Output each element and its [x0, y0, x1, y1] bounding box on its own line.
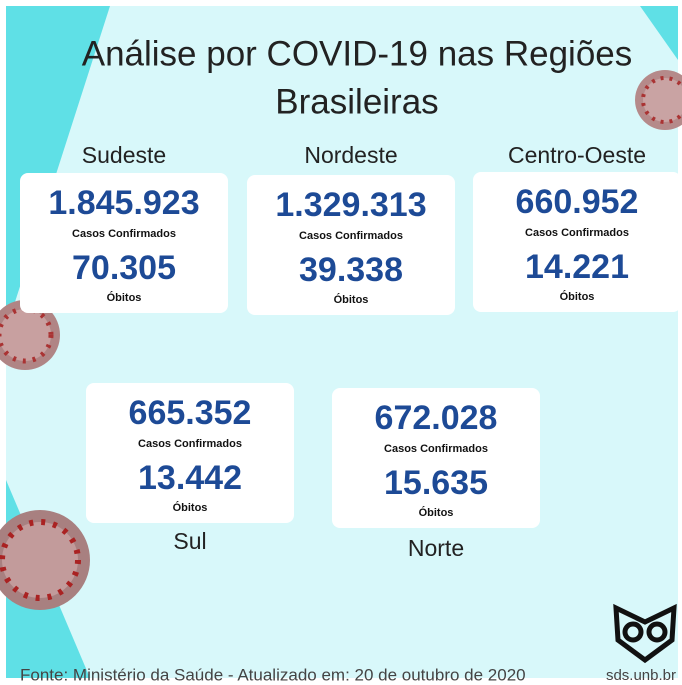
deaths-label: Óbitos [107, 291, 142, 304]
cases-label: Casos Confirmados [525, 227, 629, 239]
region-name: Nordeste [304, 142, 397, 168]
deaths-value: 14.221 [525, 248, 629, 286]
deaths-value: 15.635 [384, 464, 488, 502]
cases-value: 660.952 [516, 183, 639, 221]
brand: sds.unb.br [606, 667, 676, 684]
deaths-value: 70.305 [72, 249, 176, 287]
region-name: Sul [173, 528, 206, 554]
deaths-value: 39.338 [299, 251, 403, 289]
region-name: Norte [408, 535, 464, 561]
deaths-label: Óbitos [560, 290, 595, 303]
infographic: Análise por COVID-19 nas Regiões Brasile… [0, 0, 682, 685]
cases-value: 665.352 [129, 394, 252, 432]
cases-label: Casos Confirmados [72, 228, 176, 240]
deaths-value: 13.442 [138, 459, 242, 497]
cases-value: 1.329.313 [275, 186, 426, 224]
deaths-label: Óbitos [173, 501, 208, 514]
title-line: Brasileiras [275, 82, 438, 121]
cases-value: 672.028 [375, 399, 498, 437]
deaths-label: Óbitos [419, 506, 454, 519]
deaths-label: Óbitos [334, 293, 369, 306]
cases-label: Casos Confirmados [138, 438, 242, 450]
region-name: Centro-Oeste [508, 142, 646, 168]
title-line: Análise por COVID-19 nas Regiões [82, 34, 633, 73]
cases-label: Casos Confirmados [384, 443, 488, 455]
cases-label: Casos Confirmados [299, 230, 403, 242]
source: Fonte: Ministério da Saúde - Atualizado … [20, 665, 526, 684]
cases-value: 1.845.923 [48, 184, 199, 222]
region-name: Sudeste [82, 142, 166, 168]
